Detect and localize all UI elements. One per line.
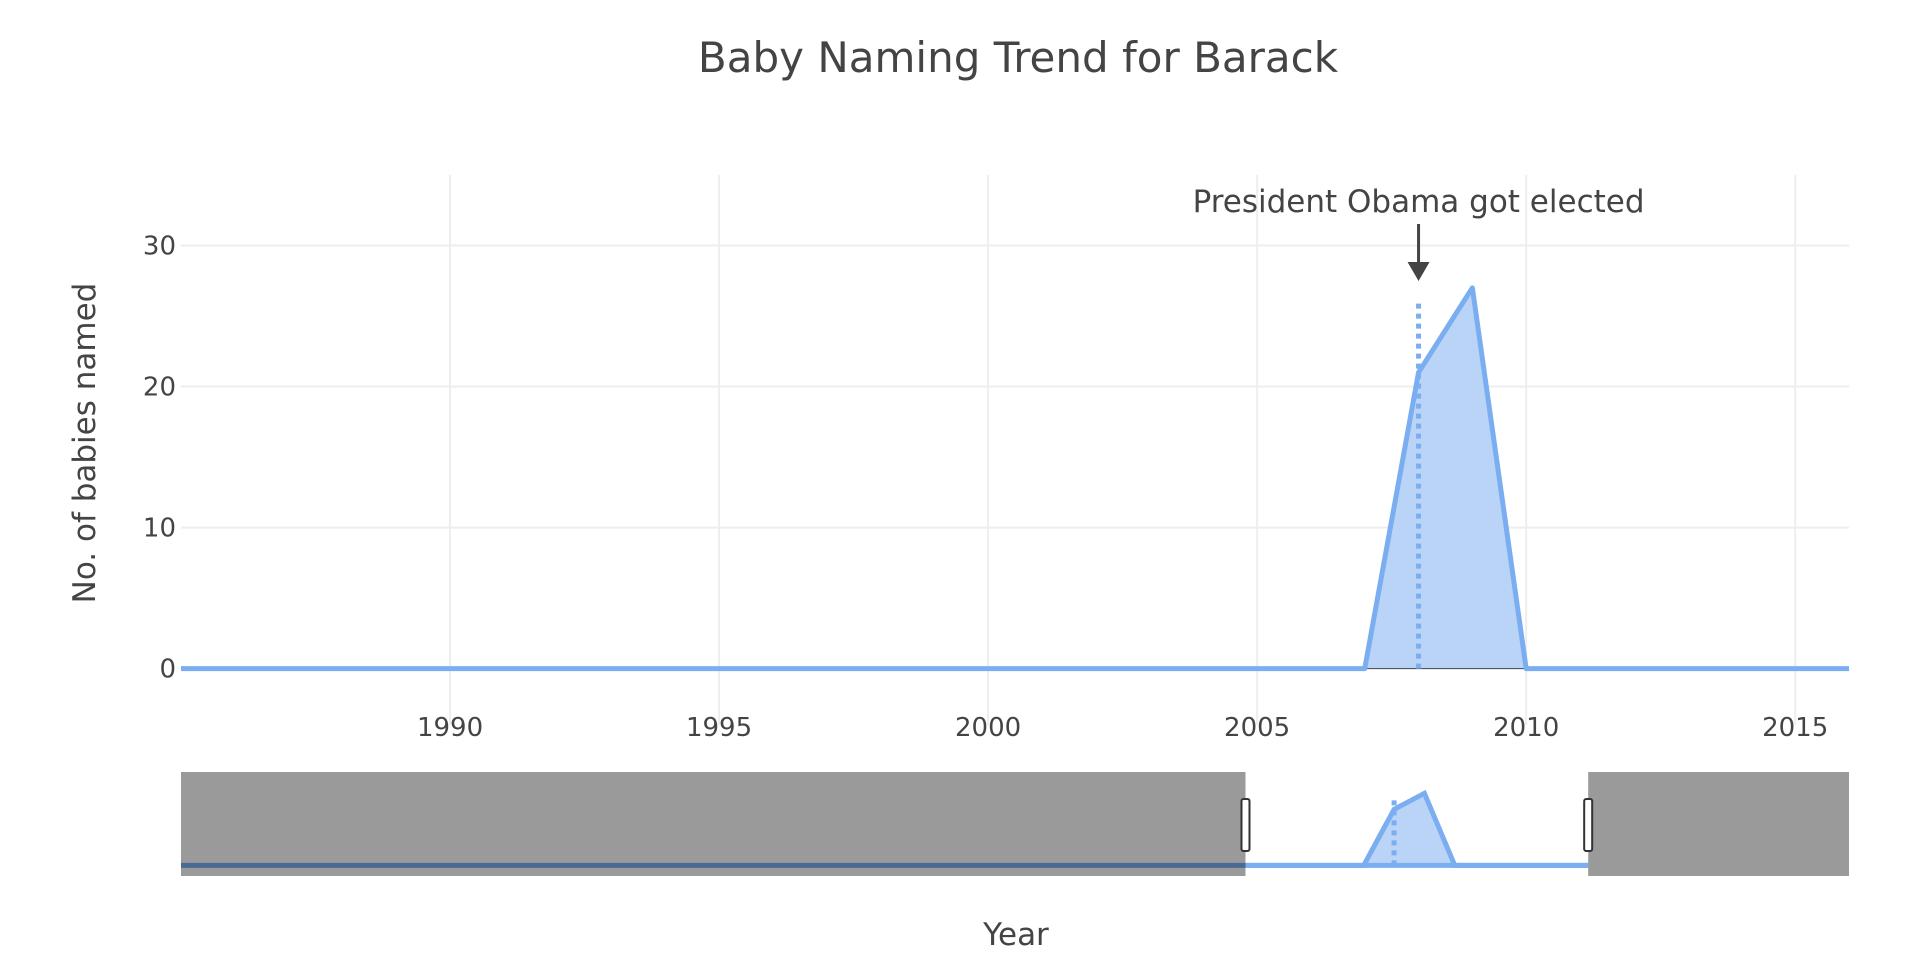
slider-series-line <box>696 789 1637 868</box>
x-gridlines <box>449 175 1797 725</box>
slider-handle-left[interactable] <box>1240 798 1251 852</box>
y-tick-label-20: 20 <box>143 373 176 403</box>
x-tick-label-2010: 2010 <box>1493 713 1559 743</box>
x-tick-label-1995: 1995 <box>686 713 752 743</box>
series-fill <box>181 287 1849 669</box>
y-tick-label-30: 30 <box>143 232 176 262</box>
slider-handle-right[interactable] <box>1583 798 1594 852</box>
x-axis-title: Year <box>982 917 1049 953</box>
x-tick-labels: 1990 1995 2000 2005 2010 2015 <box>417 713 1828 743</box>
slider-series-fill <box>696 793 1637 866</box>
slider-mask-left <box>181 772 1246 876</box>
x-tick-label-2015: 2015 <box>1762 713 1828 743</box>
chart-title: Baby Naming Trend for Barack <box>698 33 1339 82</box>
y-tick-label-10: 10 <box>143 514 176 544</box>
slider-mask-right <box>1588 772 1849 876</box>
annotation-text: President Obama got elected <box>1193 184 1645 220</box>
annotation-arrow <box>1407 224 1430 281</box>
range-slider[interactable] <box>181 772 1849 876</box>
x-tick-label-2005: 2005 <box>1224 713 1290 743</box>
series-line <box>181 285 1849 672</box>
arrow-head <box>1407 262 1430 281</box>
series-area <box>180 285 1850 672</box>
y-tick-label-0: 0 <box>159 655 176 685</box>
x-tick-label-2000: 2000 <box>955 713 1021 743</box>
x-tick-label-1990: 1990 <box>417 713 483 743</box>
y-tick-labels: 0 10 20 30 <box>143 232 176 685</box>
y-axis-title: No. of babies named <box>67 283 103 604</box>
y-gridlines <box>181 244 1849 529</box>
